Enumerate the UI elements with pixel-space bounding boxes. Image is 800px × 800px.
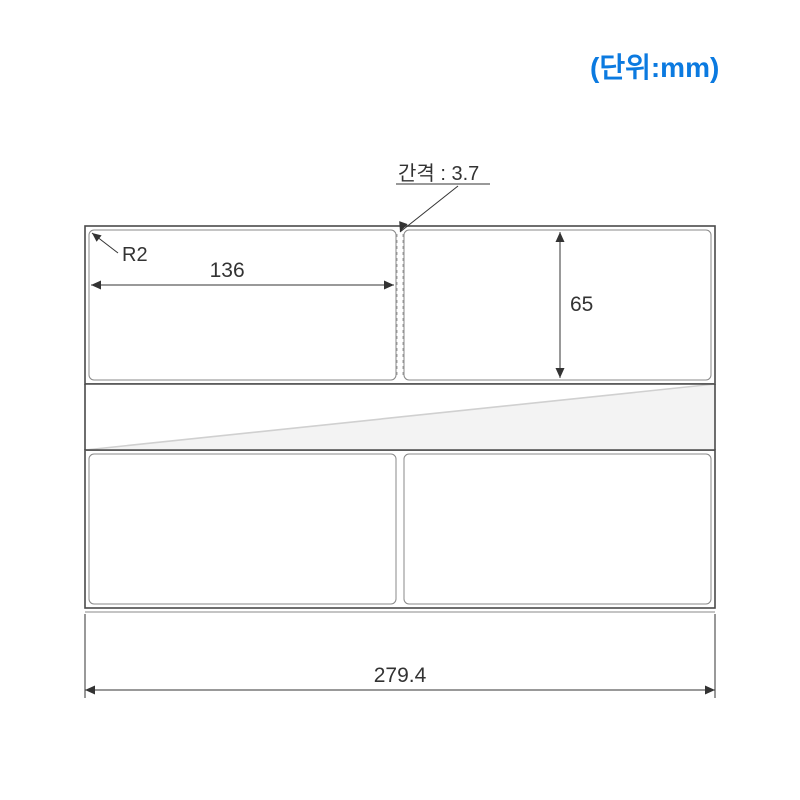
- unit-label: (단위:mm): [590, 46, 719, 86]
- radius-label: R2: [122, 244, 148, 266]
- technical-drawing: R2 136 65 간격 : 3.7 279.4: [0, 0, 800, 800]
- total-width-value: 279.4: [374, 664, 427, 687]
- label-height-value: 65: [570, 293, 593, 316]
- gap-label: 간격 : 3.7: [398, 162, 479, 185]
- label-width-value: 136: [210, 259, 245, 282]
